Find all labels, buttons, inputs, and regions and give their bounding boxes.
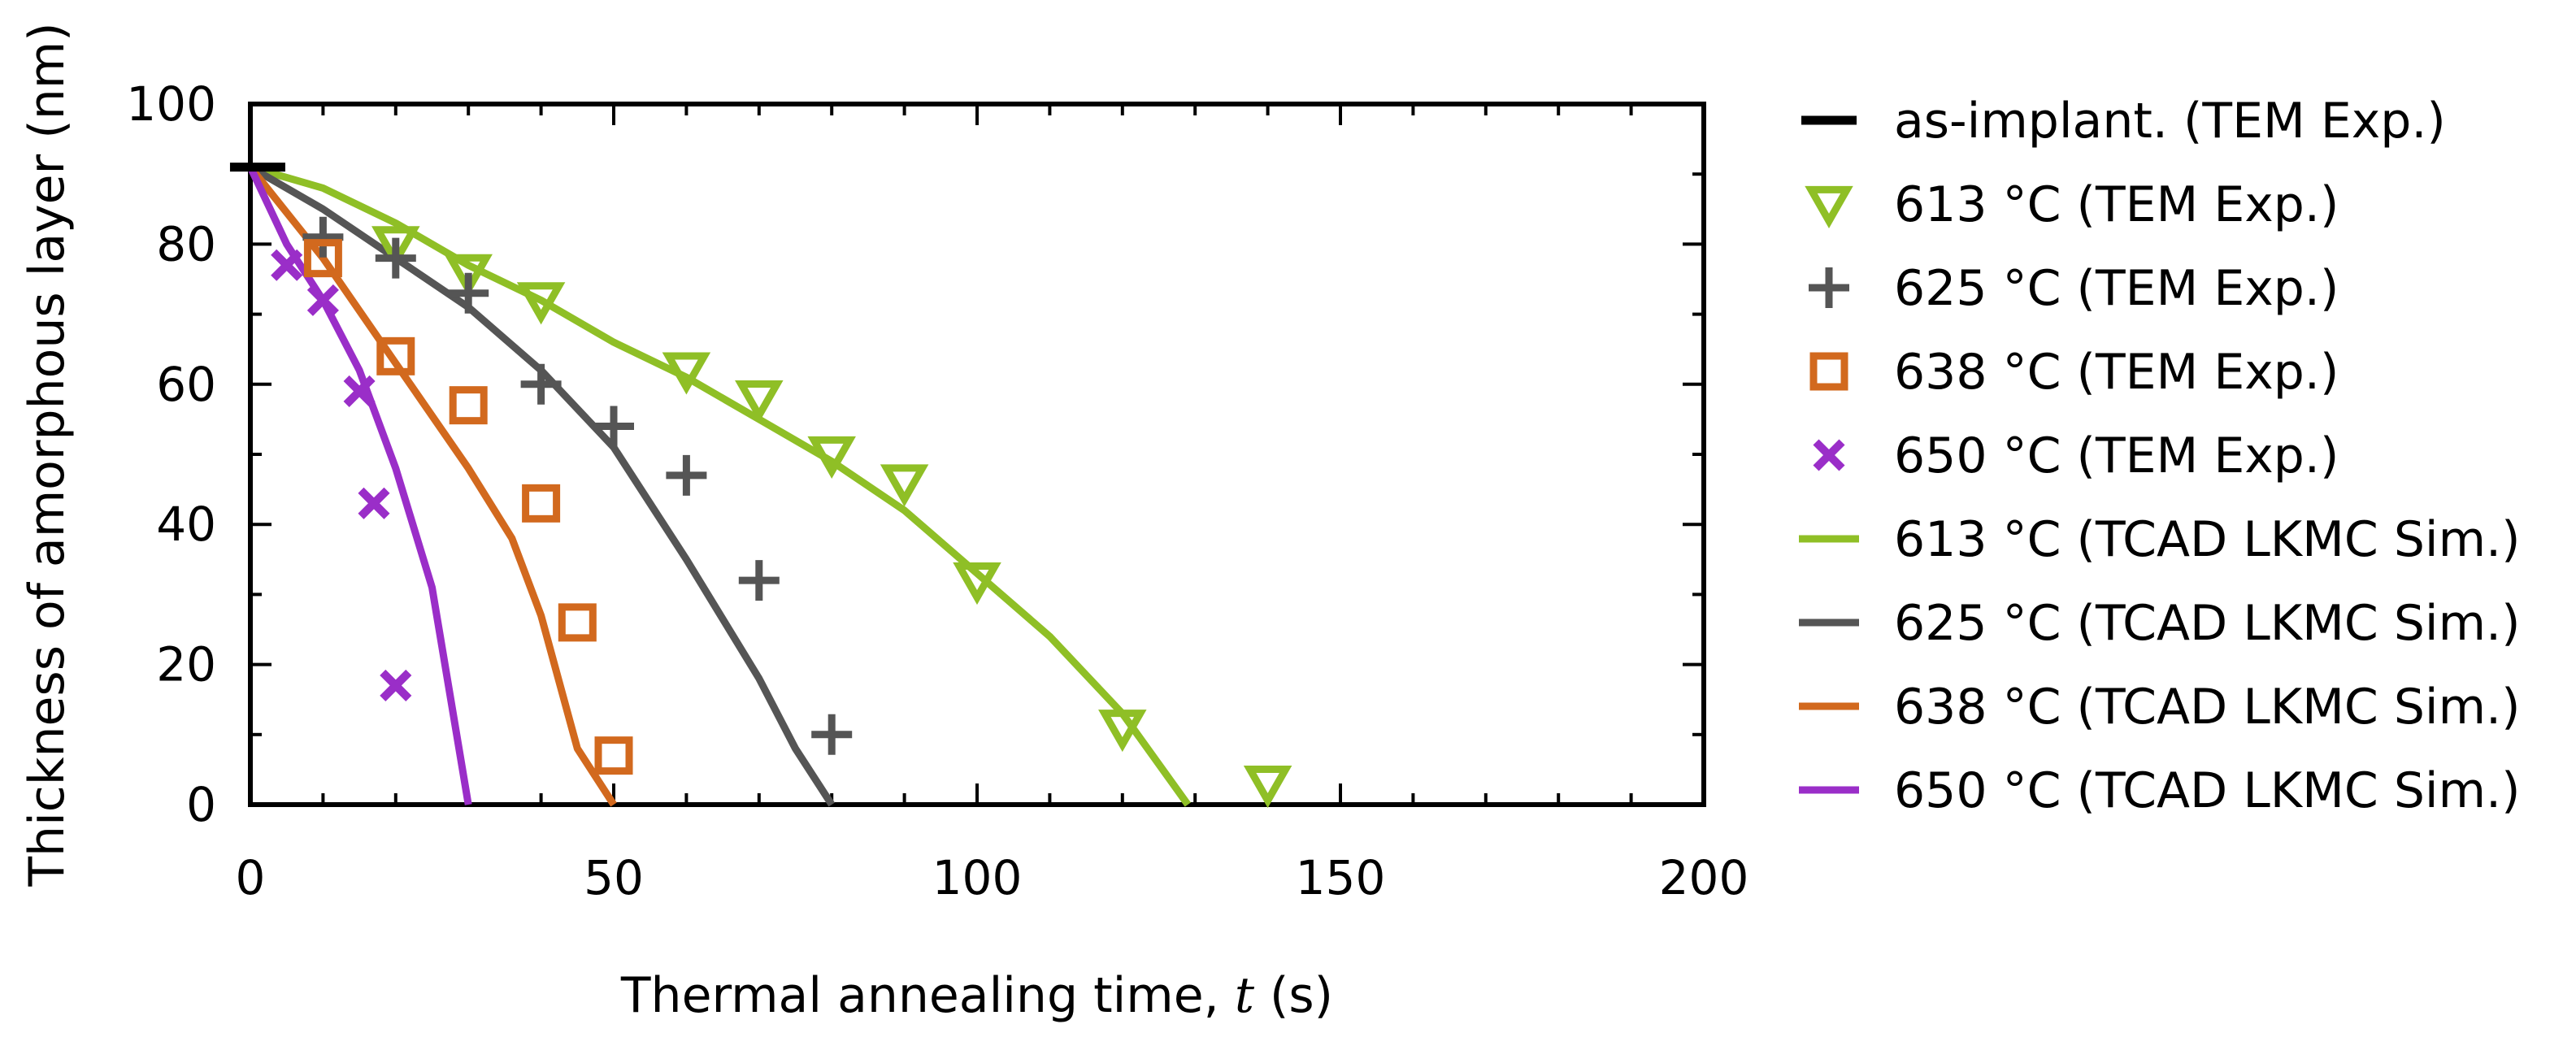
y-tick-label: 80 bbox=[156, 216, 216, 271]
x-tick-label: 0 bbox=[236, 850, 266, 905]
data-point bbox=[302, 216, 344, 258]
legend-label: as-implant. (TEM Exp.) bbox=[1894, 93, 2446, 150]
data-point bbox=[343, 375, 376, 407]
data-point bbox=[449, 386, 488, 425]
data-point bbox=[520, 363, 562, 405]
data-point bbox=[666, 454, 707, 496]
data-point bbox=[516, 282, 566, 325]
series-line bbox=[248, 163, 835, 807]
y-tick-label: 60 bbox=[156, 357, 216, 412]
data-point bbox=[880, 464, 929, 507]
x-tick-label: 50 bbox=[584, 850, 644, 905]
data-point bbox=[306, 284, 339, 316]
legend-marker-swatch bbox=[1805, 185, 1853, 228]
legend-item: 638 °C (TCAD LKMC Sim.) bbox=[1799, 679, 2521, 736]
legend-marker-swatch bbox=[1813, 439, 1845, 471]
legend-item: as-implant. (TEM Exp.) bbox=[1801, 93, 2446, 150]
data-point bbox=[444, 254, 493, 297]
legend: as-implant. (TEM Exp.) 613 °C (TEM Exp.) 6… bbox=[1799, 93, 2521, 819]
x-tick-label: 100 bbox=[932, 850, 1023, 905]
legend-label: 625 °C (TCAD LKMC Sim.) bbox=[1894, 595, 2521, 652]
y-tick-label: 100 bbox=[126, 76, 216, 132]
data-point bbox=[1098, 710, 1147, 753]
data-point bbox=[1243, 766, 1292, 809]
data-point bbox=[738, 560, 780, 601]
data-point bbox=[558, 603, 597, 642]
y-tick-label: 40 bbox=[156, 497, 216, 552]
legend-item: 650 °C (TEM Exp.) bbox=[1813, 428, 2339, 484]
x-tick-label: 150 bbox=[1296, 850, 1386, 905]
data-point bbox=[376, 336, 415, 375]
x-tick-label: 200 bbox=[1659, 850, 1749, 905]
legend-label: 613 °C (TEM Exp.) bbox=[1894, 176, 2339, 233]
data-point bbox=[735, 380, 784, 423]
legend-label: 625 °C (TEM Exp.) bbox=[1894, 260, 2339, 317]
series-line bbox=[249, 163, 1191, 807]
plot-area bbox=[248, 102, 1706, 807]
y-tick-label: 0 bbox=[186, 777, 216, 832]
legend-label: 638 °C (TEM Exp.) bbox=[1894, 344, 2339, 401]
series-group bbox=[246, 163, 1191, 807]
legend-item: 625 °C (TCAD LKMC Sim.) bbox=[1799, 595, 2521, 652]
legend-label: 650 °C (TCAD LKMC Sim.) bbox=[1894, 762, 2521, 819]
legend-label: 650 °C (TEM Exp.) bbox=[1894, 428, 2339, 484]
data-point bbox=[522, 484, 561, 523]
legend-item: 638 °C (TEM Exp.) bbox=[1809, 344, 2339, 401]
data-point bbox=[807, 436, 856, 479]
data-point bbox=[303, 239, 342, 278]
markers-group bbox=[229, 163, 1292, 809]
data-point bbox=[375, 237, 416, 279]
x-axis-label-suffix: (s) bbox=[1254, 967, 1333, 1024]
data-point bbox=[593, 406, 634, 447]
data-point bbox=[811, 714, 853, 755]
y-tick-label: 20 bbox=[156, 637, 216, 692]
x-axis-label-variable: t bbox=[1235, 967, 1255, 1024]
plot-frame bbox=[248, 102, 1706, 807]
x-axis-label: Thermal annealing time, t (s) bbox=[620, 967, 1333, 1024]
x-axis-label-prefix: Thermal annealing time, bbox=[620, 967, 1235, 1024]
data-point bbox=[448, 272, 489, 314]
data-point bbox=[380, 669, 412, 701]
axis-labels: Thermal annealing time, t (s) Thickness … bbox=[19, 22, 1333, 1024]
legend-item: 625 °C (TEM Exp.) bbox=[1809, 260, 2339, 317]
legend-label: 613 °C (TCAD LKMC Sim.) bbox=[1894, 511, 2521, 568]
legend-item: 613 °C (TEM Exp.) bbox=[1805, 176, 2339, 233]
series-line bbox=[246, 165, 472, 805]
data-point bbox=[358, 487, 390, 519]
legend-marker-swatch bbox=[1809, 352, 1848, 391]
y-axis-label: Thickness of amorphous layer (nm) bbox=[19, 22, 76, 887]
legend-marker-swatch bbox=[1809, 267, 1849, 308]
data-point bbox=[662, 352, 711, 395]
data-point bbox=[371, 226, 420, 269]
data-point bbox=[271, 249, 303, 281]
axis-ticks: 0 50 100 150 200 0 20 40 60 80 100 bbox=[126, 76, 1748, 905]
legend-label: 638 °C (TCAD LKMC Sim.) bbox=[1894, 679, 2521, 736]
legend-item: 613 °C (TCAD LKMC Sim.) bbox=[1799, 511, 2521, 568]
data-point bbox=[953, 562, 1001, 605]
legend-item: 650 °C (TCAD LKMC Sim.) bbox=[1799, 762, 2521, 819]
data-point bbox=[594, 736, 633, 775]
